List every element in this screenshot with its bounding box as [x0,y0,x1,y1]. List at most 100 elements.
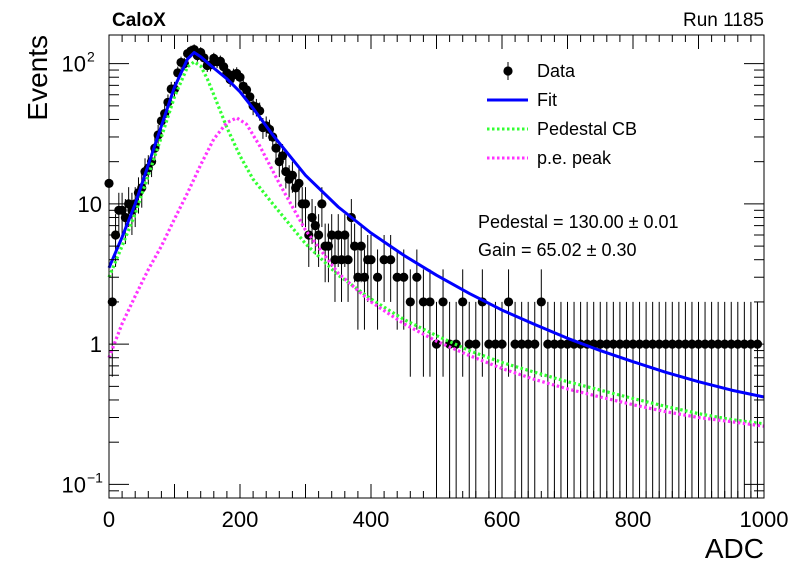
data-point [317,199,327,209]
x-axis-label: ADC [705,533,764,564]
data-point [641,339,651,349]
legend-label: Fit [537,90,557,110]
data-point [307,212,317,223]
y-axis-label: Events [22,35,53,121]
x-tick-label: 0 [103,507,115,532]
data-point [366,255,376,265]
data-point [458,297,468,307]
legend: Data Fit Pedestal CB p.e. peak [487,61,637,168]
fit-result-pedestal: Pedestal = 130.00 ± 0.01 [478,212,679,232]
plot-area [104,44,765,498]
data-point [327,230,337,240]
data-point [353,272,363,282]
data-point [314,230,324,240]
data-point [300,199,311,209]
data-point [503,297,514,307]
data-point [543,339,553,349]
data-point [490,339,501,349]
data-point [343,255,353,265]
y-tick-label: 10 [62,472,86,497]
data-point [562,339,573,349]
data-point [713,339,723,349]
data-point [340,230,350,240]
data-point [497,339,507,349]
x-tick-label: 1000 [740,507,789,532]
data-point [412,272,422,282]
data-point [372,272,383,282]
data-point [510,339,520,349]
data-point [648,339,658,349]
data-point [117,205,127,215]
data-point [431,339,442,349]
data-point [464,339,474,349]
y-tick-exponent: −1 [87,469,103,485]
data-point [310,221,320,231]
data-point [277,151,288,161]
data-point [287,170,297,180]
fit-curve [107,51,765,399]
experiment-label: CaloX [112,10,166,31]
y-tick-label: 10 [78,192,102,217]
data-point [621,339,632,349]
data-point [241,85,252,95]
data-point [386,255,396,265]
legend-label: Data [537,61,576,81]
legend-label: Pedestal CB [537,119,637,139]
run-label: Run 1185 [683,10,764,31]
data-point [615,339,625,349]
data-point [693,339,704,349]
x-tick-label: 600 [484,507,521,532]
data-point [549,339,560,349]
data-point [674,339,684,349]
data-point [556,339,566,349]
data-point [405,297,415,307]
data-point [438,297,448,307]
data-point [484,339,494,349]
data-point [392,272,402,282]
x-tick-label: 200 [222,507,259,532]
data-point [379,255,389,265]
data-point [530,339,540,349]
data-point [654,339,664,349]
data-point [536,297,546,307]
data-point [720,339,730,349]
data-point [350,241,360,251]
fit-results: Pedestal = 130.00 ± 0.01 Gain = 65.02 ± 0… [478,212,679,260]
data-point [399,272,409,282]
data-point [628,339,638,349]
data-point [356,241,366,251]
data-point [330,255,340,265]
data-point [687,339,697,349]
data-point [661,339,671,349]
data-point [523,339,533,349]
data-point [517,339,527,349]
data-point [333,230,343,240]
x-tick-label: 800 [615,507,652,532]
data-point [726,339,736,349]
data-point [602,339,612,349]
fit-result-gain: Gain = 65.02 ± 0.30 [478,240,637,260]
data-point [323,241,334,251]
y-tick-label: 1 [90,332,102,357]
data-point [595,339,605,349]
legend-marker [503,66,513,76]
data-point [634,339,645,349]
data-point [336,255,347,265]
data-point [471,339,481,349]
data-point [235,72,245,82]
data-point [294,178,304,188]
legend-label: p.e. peak [537,148,612,168]
y-tick-exponent: 2 [87,49,95,65]
data-point [680,339,691,349]
data-point [608,339,618,349]
x-tick-label: 400 [353,507,390,532]
data-point [359,272,370,282]
data-point [700,339,710,349]
data-point [733,339,743,349]
data-point [707,339,717,349]
data-point [271,143,281,153]
pe-peak-curve [107,116,765,428]
